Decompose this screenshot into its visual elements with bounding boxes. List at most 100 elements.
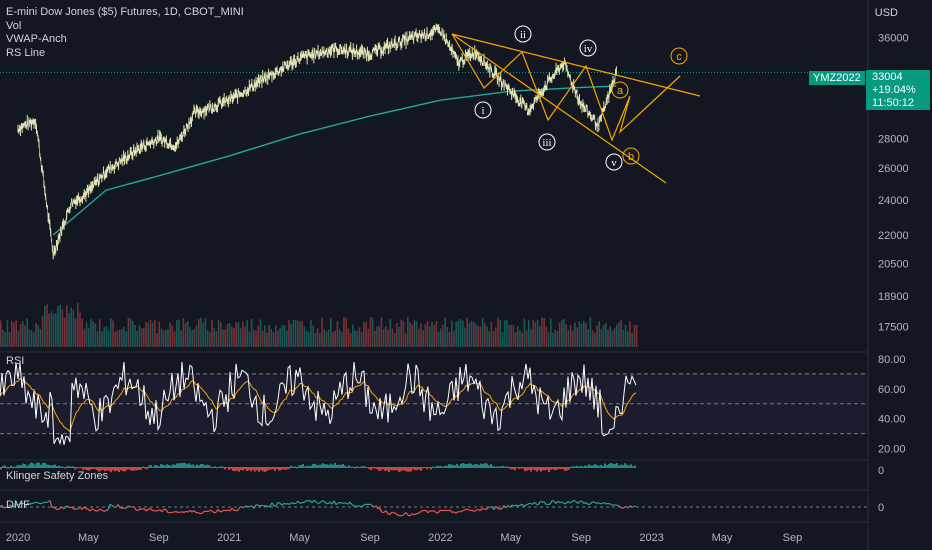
dmf-line-segment bbox=[435, 512, 439, 514]
dmf-line-segment bbox=[117, 504, 121, 508]
dmf-line-segment bbox=[53, 506, 57, 510]
wave-label-circle bbox=[579, 39, 597, 57]
klinger-bar bbox=[4, 465, 6, 468]
dmf-line-segment bbox=[157, 509, 161, 512]
klinger-bar bbox=[486, 463, 488, 468]
dmf-line-segment bbox=[127, 505, 131, 508]
dmf-line-segment bbox=[111, 504, 115, 508]
volume-bar bbox=[464, 327, 466, 347]
legend-title[interactable]: E-mini Dow Jones ($5) Futures, 1D, CBOT_… bbox=[6, 6, 244, 18]
dmf-line-segment bbox=[429, 510, 433, 512]
klinger-bar bbox=[346, 466, 348, 468]
volume-bar bbox=[534, 322, 537, 347]
volume-bar bbox=[105, 326, 108, 347]
dmf-line-segment bbox=[483, 508, 487, 511]
volume-bar bbox=[363, 322, 365, 347]
klinger-bar bbox=[494, 466, 496, 468]
dmf-line-segment bbox=[413, 513, 417, 516]
dmf-line-segment bbox=[615, 504, 619, 507]
klinger-bar bbox=[488, 465, 490, 468]
dmf-line-segment bbox=[279, 502, 283, 506]
volume-bar bbox=[440, 328, 442, 347]
klinger-bar bbox=[550, 467, 552, 470]
dmf-label[interactable]: DMF bbox=[6, 499, 30, 511]
volume-bar bbox=[470, 320, 473, 347]
volume-bar bbox=[508, 325, 510, 347]
klinger-bar bbox=[422, 467, 424, 469]
klinger-bar bbox=[532, 467, 534, 470]
volume-bar bbox=[572, 330, 574, 347]
klinger-bar bbox=[68, 466, 70, 468]
dmf-line-segment bbox=[525, 503, 529, 506]
klinger-bar bbox=[288, 467, 290, 470]
klinger-label[interactable]: Klinger Safety Zones bbox=[6, 470, 109, 482]
volume-bar bbox=[609, 326, 611, 347]
klinger-bar bbox=[608, 463, 610, 468]
volume-bar bbox=[72, 309, 75, 347]
volume-bar bbox=[101, 331, 103, 347]
dmf-line-segment bbox=[345, 502, 349, 505]
klinger-bar bbox=[556, 467, 558, 470]
klinger-bar bbox=[206, 464, 208, 468]
wave-label: v bbox=[611, 157, 617, 169]
dmf-line-segment bbox=[463, 508, 467, 511]
time-tick-label: May bbox=[712, 532, 733, 544]
klinger-bar bbox=[570, 466, 572, 468]
klinger-bar bbox=[548, 467, 550, 473]
legend-indicator-vol[interactable]: Vol bbox=[6, 19, 22, 32]
klinger-bar bbox=[358, 467, 360, 469]
time-axis[interactable]: 2020 May Sep 2021 May Sep 2022 May Sep 2023 May Sep bbox=[6, 532, 802, 544]
volume-bar bbox=[457, 320, 460, 347]
klinger-bar bbox=[472, 464, 474, 468]
klinger-bar bbox=[616, 462, 618, 468]
rsi-label[interactable]: RSI bbox=[6, 355, 25, 367]
dmf-line-segment bbox=[333, 500, 337, 505]
volume-bar bbox=[81, 318, 83, 347]
volume-bar bbox=[528, 320, 530, 347]
klinger-bar bbox=[614, 463, 616, 468]
dmf-line-segment bbox=[443, 509, 447, 512]
legend-indicator-rsline[interactable]: RS Line bbox=[6, 46, 46, 59]
volume-bar bbox=[26, 318, 28, 347]
trendlines[interactable] bbox=[451, 33, 701, 184]
klinger-bar bbox=[114, 467, 116, 472]
legend-indicator-vwap[interactable]: VWAP-Anch bbox=[6, 33, 67, 45]
volume-bar bbox=[217, 320, 220, 347]
dmf-line-segment bbox=[317, 502, 321, 505]
volume-bar bbox=[506, 319, 508, 347]
klinger-bar bbox=[304, 466, 306, 468]
volume-bar bbox=[330, 317, 332, 347]
dmf-line-segment bbox=[455, 511, 459, 514]
dmf-line-segment bbox=[0, 504, 3, 508]
currency-label[interactable]: USD bbox=[874, 7, 898, 19]
volume-bar bbox=[541, 317, 543, 347]
volume-bar bbox=[356, 331, 358, 347]
klinger-bar bbox=[162, 464, 164, 468]
volume-bar bbox=[477, 326, 479, 347]
klinger-bar bbox=[74, 467, 76, 470]
volume-bar bbox=[294, 320, 297, 347]
klinger-bar bbox=[222, 466, 224, 468]
dmf-line-segment bbox=[627, 505, 631, 509]
klinger-bar bbox=[324, 464, 326, 468]
volume-bar bbox=[385, 326, 387, 347]
klinger-bar bbox=[132, 467, 134, 471]
dmf-line-segment bbox=[247, 505, 251, 508]
dmf-line-segment bbox=[129, 505, 133, 508]
klinger-bar bbox=[56, 466, 58, 468]
klinger-bar bbox=[318, 464, 320, 468]
volume-bar bbox=[15, 320, 17, 347]
volume-bar bbox=[169, 322, 171, 347]
volume-bar bbox=[145, 321, 147, 347]
volume-bar bbox=[393, 332, 396, 347]
volume-bar bbox=[44, 305, 46, 347]
volume-bar bbox=[297, 320, 299, 347]
dmf-line-segment bbox=[197, 512, 201, 515]
volume-bar bbox=[631, 332, 633, 347]
klinger-bar bbox=[510, 467, 512, 470]
volume-bar bbox=[167, 329, 169, 347]
klinger-bar bbox=[76, 467, 78, 469]
volume-bar bbox=[374, 330, 376, 347]
klinger-bar bbox=[42, 462, 44, 468]
